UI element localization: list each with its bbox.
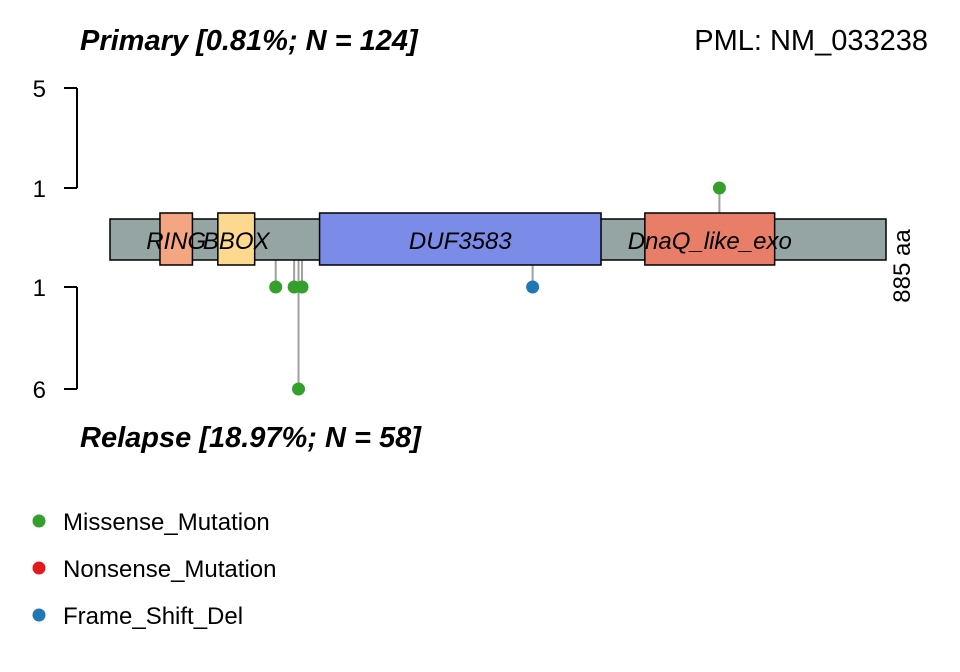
domain-label-duf3583: DUF3583: [409, 228, 512, 255]
bottom-mutation-point-219: [295, 280, 309, 294]
domain-bbox: [217, 212, 256, 266]
legend-label-frame-shift-del: Frame_Shift_Del: [63, 603, 243, 630]
protein-length-label: 885 aa: [889, 229, 916, 303]
domain-label-dnaq-like-exo: DnaQ_like_exo: [628, 228, 792, 255]
domain-label-bbox: BBOX: [203, 228, 271, 255]
relapse-title: Relapse [18.97%; N = 58]: [80, 422, 422, 454]
lollipop-heads: [269, 181, 726, 396]
domain-label-ring: RING: [146, 228, 206, 255]
legend-marker-missense-mutation: [32, 514, 46, 528]
legend-label-missense-mutation: Missense_Mutation: [63, 509, 270, 536]
top-mutation-point-695: [712, 181, 726, 195]
domain-duf3583: [318, 212, 602, 266]
domain-ring: [159, 212, 194, 266]
bottom-axis-label-1: 1: [33, 275, 46, 302]
top-axis: 5 1: [33, 76, 78, 203]
primary-title: Primary [0.81%; N = 124]: [80, 25, 419, 57]
legend: Missense_Mutation Nonsense_Mutation Frame_…: [32, 509, 276, 630]
top-axis-label-5: 5: [33, 76, 46, 103]
gene-title: PML: NM_033238: [694, 25, 928, 57]
domain-dnaq-like-exo: [644, 212, 776, 266]
bottom-axis-label-6: 6: [33, 377, 46, 404]
legend-marker-frame-shift-del: [32, 608, 46, 622]
bottom-mutation-point-482: [526, 280, 540, 294]
legend-label-nonsense-mutation: Nonsense_Mutation: [63, 556, 276, 583]
bottom-axis: 1 6: [33, 275, 78, 404]
top-axis-label-1: 1: [33, 176, 46, 203]
bottom-mutation-point-215: [292, 382, 306, 396]
legend-marker-nonsense-mutation: [32, 561, 46, 575]
bottom-mutation-point-189: [269, 280, 283, 294]
